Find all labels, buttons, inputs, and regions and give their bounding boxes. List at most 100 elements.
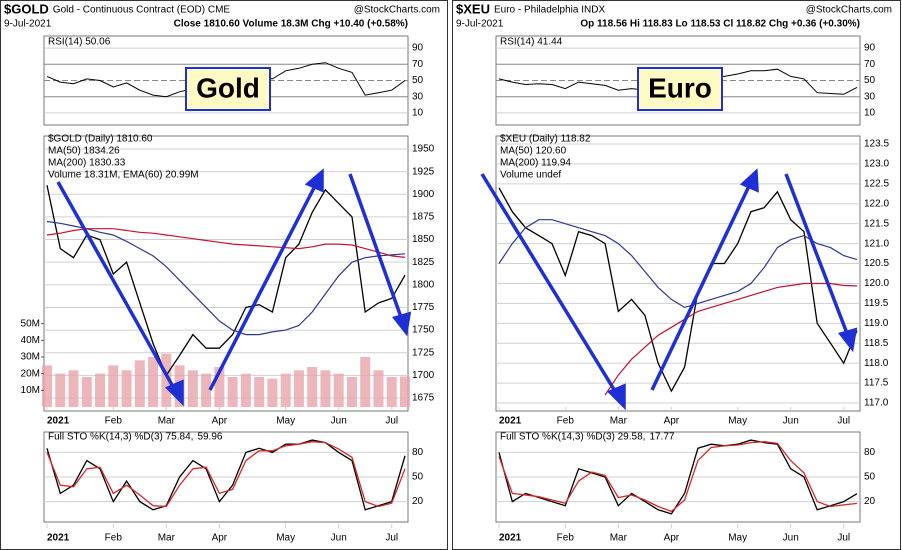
x-tick-label: 2021 [499,533,522,544]
volume-tick-label: 40M [21,335,40,346]
arrow-head [606,383,626,411]
y-tick-label: 50 [864,472,876,483]
quote: Op 118.56 Hi 118.83 Lo 118.53 Cl 118.82 … [580,19,860,30]
price-line [46,228,406,258]
arrow-head [304,168,324,193]
y-tick-label: 122.0 [864,198,889,209]
volume-bar [280,373,291,407]
y-tick-label: 1675 [412,393,435,404]
x-tick-label: Feb [557,416,575,427]
y-tick-label: 120.0 [864,278,889,289]
y-tick-label: 1900 [412,189,435,200]
price-line [498,219,858,309]
x-tick-label: Mar [610,533,628,544]
arrow-head [392,311,412,337]
x-tick-label: Mar [158,533,176,544]
x-tick-label: Jun [331,533,347,544]
y-tick-label: 10 [412,108,424,119]
rsi-label: RSI(14) 41.44 [500,37,563,48]
volume-bar [227,377,238,407]
arrow-head [739,168,759,193]
price-line [498,187,858,393]
volume-bar [187,370,198,407]
y-tick-label: 1725 [412,347,435,358]
x-tick-label: 2021 [47,416,70,427]
y-tick-label: 90 [864,43,876,54]
charts: $GOLD Gold - Continuous Contract (EOD) CM… [4,1,892,543]
sto-label-d: 59.96 [197,432,222,443]
legend-entry: MA(50) 1834.26 [48,146,120,157]
volume-bar [320,370,331,407]
x-tick-label: Jul [385,416,398,427]
legend-entry: MA(200) 119.94 [500,158,571,169]
date: 9-Jul-2021 [456,19,504,30]
arrow [480,173,620,397]
x-tick-label: May [728,533,747,544]
x-tick-label: Jul [837,533,850,544]
volume-bar [400,376,410,407]
x-tick-label: May [728,416,747,427]
volume-bar [201,373,212,407]
y-tick-label: 70 [412,59,424,70]
volume-label: Volume undef [500,170,561,181]
y-tick-label: 119.0 [864,318,889,329]
arrow-head [838,327,858,353]
arrow-head [164,379,184,407]
volume-bar [386,377,397,407]
volume-bar [148,357,159,407]
y-tick-label: 123.0 [864,159,889,170]
volume-bar [307,367,318,407]
panel-frame [495,135,861,412]
y-tick-label: 50 [412,472,424,483]
x-tick-label: 2021 [47,533,70,544]
y-tick-label: 1825 [412,257,435,268]
date: 9-Jul-2021 [4,19,52,30]
sto-line [46,441,406,508]
y-tick-label: 20 [412,496,424,507]
y-tick-label: 117.0 [864,398,889,409]
y-tick-label: 120.5 [864,258,889,269]
x-tick-label: Apr [664,533,680,544]
volume-bar [214,367,225,407]
y-tick-label: 1875 [412,212,435,223]
x-tick-label: Apr [212,416,228,427]
x-tick-label: Jun [783,533,799,544]
x-tick-label: Apr [212,533,228,544]
y-tick-label: 30 [864,91,876,102]
y-tick-label: 1775 [412,302,435,313]
y-tick-label: 121.0 [864,238,889,249]
x-tick-label: Apr [664,416,680,427]
x-tick-label: Jul [385,533,398,544]
arrow [208,183,318,391]
panel-frame [43,135,409,412]
volume-bar [254,377,265,407]
sto-label-d: 17.77 [649,432,674,443]
arrow [348,173,404,321]
x-tick-label: Jul [837,416,850,427]
legend-entry: MA(200) 1830.33 [48,158,126,169]
volume-tick-label: 30M [21,352,40,363]
volume-bar [121,370,132,407]
y-tick-label: 117.5 [864,378,889,389]
volume-bar [333,373,344,407]
volume-bar [360,357,371,407]
volume-bar [68,370,79,407]
volume-bar [240,373,251,407]
legend-entry: MA(50) 120.60 [500,146,567,157]
y-tick-label: 122.5 [864,178,889,189]
y-tick-label: 1925 [412,166,435,177]
x-tick-label: Jun [331,416,347,427]
y-tick-label: 10 [864,108,876,119]
y-tick-label: 1750 [412,325,435,336]
quote: Close 1810.60 Volume 18.3M Chg +10.40 (+… [174,19,408,30]
x-tick-label: Mar [158,416,176,427]
y-tick-label: 20 [864,496,876,507]
y-tick-label: 1950 [412,144,435,155]
volume-label: Volume 18.31M, EMA(60) 20.99M [48,170,199,181]
y-tick-label: 50 [864,75,876,86]
volume-bar [42,365,52,407]
y-tick-label: 70 [864,59,876,70]
chart-title: $XEU [456,1,490,16]
chart-title: $GOLD [4,1,49,16]
volume-bar [373,370,384,407]
